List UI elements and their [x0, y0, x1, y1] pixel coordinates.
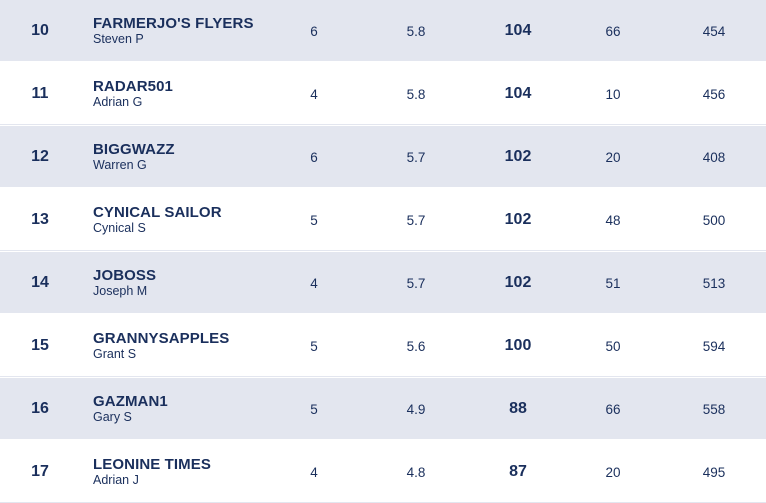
- team-name[interactable]: LEONINE TIMES: [93, 456, 211, 473]
- team-name[interactable]: RADAR501: [93, 78, 173, 95]
- team-name[interactable]: CYNICAL SAILOR: [93, 204, 222, 221]
- stat-cell-5: 594: [702, 338, 726, 354]
- stat-cell-1: 5: [310, 212, 318, 228]
- team-cell: RADAR501 Adrian G: [93, 63, 313, 125]
- stat-cell-2: 5.7: [406, 212, 426, 228]
- stat-cell-5: 408: [702, 149, 726, 165]
- stat-cell-3: 104: [504, 22, 532, 39]
- stat-cell-3: 100: [504, 337, 532, 354]
- stat-cell-3: 87: [509, 463, 527, 480]
- stat-cell-5: 500: [702, 212, 726, 228]
- team-name[interactable]: GRANNYSAPPLES: [93, 330, 230, 347]
- table-row[interactable]: 17 LEONINE TIMES Adrian J 4 4.8 87 20 49…: [0, 441, 766, 503]
- rank-cell: 13: [31, 211, 49, 228]
- manager-name: Adrian J: [93, 473, 139, 487]
- team-name[interactable]: JOBOSS: [93, 267, 157, 284]
- table-row[interactable]: 15 GRANNYSAPPLES Grant S 5 5.6 100 50 59…: [0, 315, 766, 377]
- stat-cell-4: 51: [605, 275, 621, 291]
- stat-cell-5: 513: [702, 275, 726, 291]
- team-cell: FARMERJO'S FLYERS Steven P: [93, 0, 313, 62]
- stat-cell-2: 5.8: [406, 23, 426, 39]
- team-cell: CYNICAL SAILOR Cynical S: [93, 189, 313, 251]
- stat-cell-1: 5: [310, 401, 318, 417]
- stat-cell-3: 88: [509, 400, 527, 417]
- stat-cell-1: 6: [310, 23, 318, 39]
- table-row[interactable]: 12 BIGGWAZZ Warren G 6 5.7 102 20 408: [0, 126, 766, 188]
- rank-cell: 12: [31, 148, 49, 165]
- stat-cell-4: 50: [605, 338, 621, 354]
- rank-cell: 15: [31, 337, 49, 354]
- stat-cell-1: 4: [310, 86, 318, 102]
- manager-name: Adrian G: [93, 95, 143, 109]
- table-row[interactable]: 10 FARMERJO'S FLYERS Steven P 6 5.8 104 …: [0, 0, 766, 62]
- rank-cell: 11: [31, 85, 49, 102]
- stat-cell-1: 4: [310, 464, 318, 480]
- team-name[interactable]: FARMERJO'S FLYERS: [93, 15, 254, 32]
- stat-cell-1: 6: [310, 149, 318, 165]
- stat-cell-2: 5.6: [406, 338, 426, 354]
- stat-cell-2: 5.7: [406, 275, 426, 291]
- stat-cell-5: 454: [702, 23, 726, 39]
- manager-name: Joseph M: [93, 284, 148, 298]
- manager-name: Cynical S: [93, 221, 146, 235]
- table-row[interactable]: 11 RADAR501 Adrian G 4 5.8 104 10 456: [0, 63, 766, 125]
- stat-cell-1: 5: [310, 338, 318, 354]
- table-row[interactable]: 13 CYNICAL SAILOR Cynical S 5 5.7 102 48…: [0, 189, 766, 251]
- team-cell: BIGGWAZZ Warren G: [93, 126, 313, 188]
- stat-cell-4: 20: [605, 149, 621, 165]
- stat-cell-3: 102: [504, 211, 532, 228]
- stat-cell-1: 4: [310, 275, 318, 291]
- manager-name: Gary S: [93, 410, 132, 424]
- stat-cell-2: 5.7: [406, 149, 426, 165]
- table-row[interactable]: 14 JOBOSS Joseph M 4 5.7 102 51 513: [0, 252, 766, 314]
- team-cell: GAZMAN1 Gary S: [93, 378, 313, 440]
- stat-cell-3: 102: [504, 148, 532, 165]
- stat-cell-3: 104: [504, 85, 532, 102]
- stat-cell-3: 102: [504, 274, 532, 291]
- stat-cell-5: 558: [702, 401, 726, 417]
- stat-cell-5: 456: [702, 86, 726, 102]
- stat-cell-4: 66: [605, 23, 621, 39]
- team-name[interactable]: GAZMAN1: [93, 393, 168, 410]
- team-cell: JOBOSS Joseph M: [93, 252, 313, 314]
- rank-cell: 10: [31, 22, 49, 39]
- rank-cell: 17: [31, 463, 49, 480]
- team-cell: GRANNYSAPPLES Grant S: [93, 315, 313, 377]
- manager-name: Steven P: [93, 32, 144, 46]
- manager-name: Warren G: [93, 158, 147, 172]
- stat-cell-4: 48: [605, 212, 621, 228]
- stat-cell-2: 5.8: [406, 86, 426, 102]
- stat-cell-4: 66: [605, 401, 621, 417]
- table-row[interactable]: 16 GAZMAN1 Gary S 5 4.9 88 66 558: [0, 378, 766, 440]
- team-name[interactable]: BIGGWAZZ: [93, 141, 175, 158]
- stat-cell-2: 4.8: [406, 464, 426, 480]
- rank-cell: 16: [31, 400, 49, 417]
- team-cell: LEONINE TIMES Adrian J: [93, 441, 313, 503]
- stat-cell-2: 4.9: [406, 401, 426, 417]
- stat-cell-5: 495: [702, 464, 726, 480]
- rank-cell: 14: [31, 274, 49, 291]
- manager-name: Grant S: [93, 347, 137, 361]
- stat-cell-4: 20: [605, 464, 621, 480]
- stat-cell-4: 10: [605, 86, 621, 102]
